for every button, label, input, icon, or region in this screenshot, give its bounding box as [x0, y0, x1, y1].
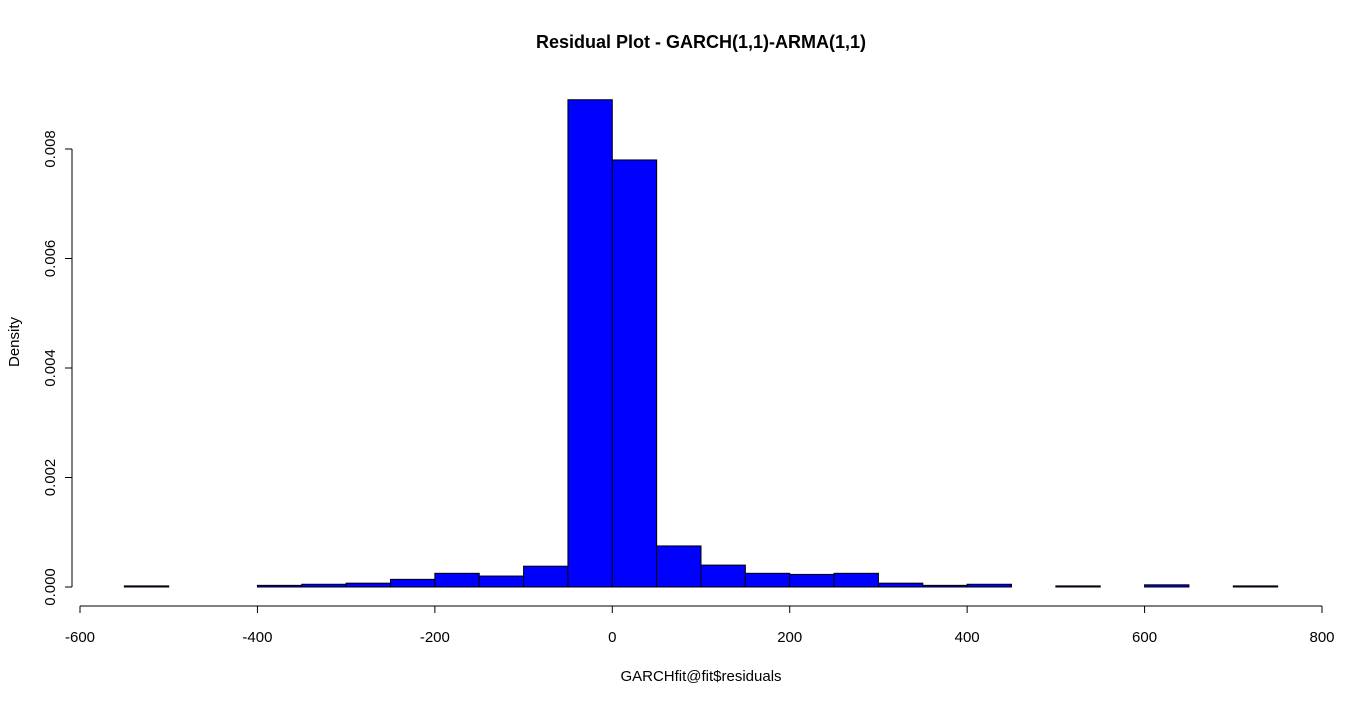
y-tick-label: 0.006 [42, 240, 59, 278]
histogram-bar [567, 99, 613, 588]
histogram-bar [700, 564, 746, 588]
y-tick-label: 0.002 [42, 459, 59, 497]
chart-title: Residual Plot - GARCH(1,1)-ARMA(1,1) [536, 32, 866, 52]
x-tick-label: 600 [1132, 629, 1157, 646]
y-tick-label: 0.004 [42, 349, 59, 387]
histogram-bar [345, 582, 392, 588]
histogram-bar [523, 565, 569, 588]
x-axis-label: GARCHfit@fit$residuals [620, 668, 781, 685]
x-tick-label: 0 [608, 629, 616, 646]
histogram-bar [611, 159, 658, 588]
histogram-bar [123, 585, 170, 588]
histogram-bar [656, 545, 702, 588]
histogram-bar [1232, 585, 1279, 588]
histogram-bar [1055, 585, 1101, 588]
y-axis: 0.000 0.002 0.004 0.006 0.008 [42, 130, 73, 606]
histogram-bars [123, 99, 1279, 588]
histogram-bar [1144, 584, 1190, 588]
histogram-bar [478, 575, 525, 588]
histogram-bar [256, 584, 303, 588]
x-tick-label: 800 [1309, 629, 1334, 646]
histogram-bar [922, 584, 968, 588]
x-axis: -600 -400 -200 0 200 400 600 800 [65, 605, 1335, 646]
x-tick-label: 200 [777, 629, 802, 646]
histogram-bar [833, 572, 879, 588]
y-tick-label: 0.000 [42, 568, 59, 606]
histogram-bar [744, 572, 791, 588]
x-tick-label: -400 [242, 629, 272, 646]
y-axis-label: Density [6, 316, 23, 367]
histogram-bar [390, 578, 436, 588]
x-tick-label: -200 [420, 629, 450, 646]
histogram-bar [301, 583, 347, 588]
x-tick-label: -600 [65, 629, 95, 646]
histogram-bar [789, 573, 835, 588]
x-tick-label: 400 [955, 629, 980, 646]
y-tick-label: 0.008 [42, 130, 59, 168]
histogram-bar [966, 583, 1013, 588]
histogram-bar [434, 572, 480, 588]
histogram-bar [877, 582, 924, 588]
